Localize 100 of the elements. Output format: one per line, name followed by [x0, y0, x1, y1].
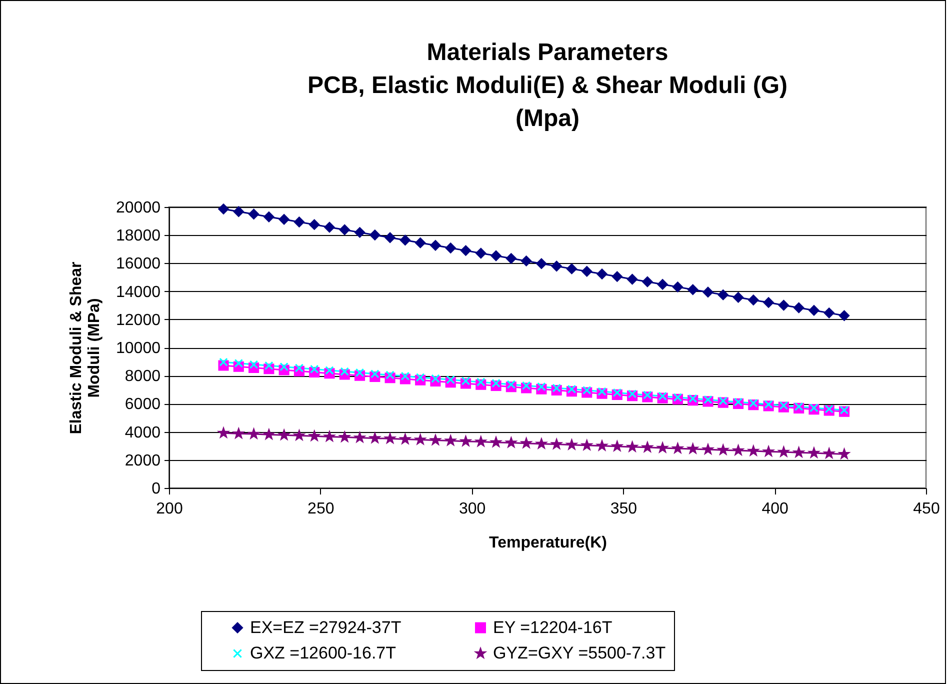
point: [219, 358, 228, 366]
point: [596, 268, 608, 280]
point: [778, 446, 789, 456]
point: [384, 433, 396, 444]
point: [233, 206, 244, 217]
point: [340, 367, 349, 376]
point: [673, 393, 682, 402]
point: [522, 381, 531, 390]
point: [249, 360, 258, 369]
point: [612, 388, 622, 397]
point: [309, 430, 320, 441]
point: [718, 290, 728, 300]
point: [642, 442, 652, 452]
point: [354, 227, 366, 238]
point: [658, 442, 668, 452]
x-tick-label: 250: [308, 500, 334, 518]
point: [506, 437, 516, 448]
point: [355, 368, 364, 378]
point: [386, 370, 394, 380]
y-axis-title: Elastic Moduli & Shear Moduli (MPa): [68, 262, 104, 434]
point: [279, 430, 290, 440]
point: [628, 389, 637, 398]
point: [808, 305, 820, 316]
point: [234, 428, 244, 438]
point: [839, 448, 850, 459]
y-tick-label: 8000: [124, 368, 161, 386]
point: [763, 446, 774, 456]
point: [672, 443, 683, 453]
x-tick-label: 450: [913, 500, 940, 518]
point: [264, 212, 274, 222]
point: [264, 361, 274, 370]
point: [278, 214, 290, 225]
y-tick-label: 6000: [124, 396, 161, 414]
point: [838, 310, 850, 321]
point: [446, 375, 455, 384]
point: [416, 373, 425, 382]
x-axis-title: Temperature(K): [489, 534, 607, 552]
point: [778, 300, 789, 310]
point: [748, 446, 758, 456]
point: [672, 282, 683, 292]
point: [627, 274, 638, 284]
point: [400, 434, 410, 444]
point: [824, 308, 834, 318]
point: [763, 297, 774, 308]
point: [824, 448, 834, 458]
point: [445, 242, 456, 254]
point: [566, 264, 577, 274]
point: [218, 204, 229, 214]
point: [582, 440, 592, 450]
point: [764, 400, 773, 409]
point: [370, 230, 380, 240]
point: [688, 284, 698, 295]
point: [702, 444, 714, 454]
point: [733, 445, 744, 455]
point: [552, 384, 561, 392]
point: [384, 232, 396, 243]
y-tick-label: 0: [152, 480, 161, 498]
point: [536, 258, 547, 269]
point: [702, 286, 714, 298]
point: [248, 428, 259, 438]
point: [340, 432, 350, 442]
point: [794, 447, 804, 458]
y-tick-label: 12000: [116, 312, 161, 329]
point: [264, 429, 274, 440]
point: [294, 364, 304, 372]
point: [732, 292, 744, 303]
point: [430, 434, 441, 445]
y-tick-label: 10000: [116, 340, 161, 357]
point: [824, 404, 834, 414]
point: [370, 370, 380, 378]
point: [460, 436, 471, 446]
point: [400, 234, 410, 246]
point: [415, 434, 426, 444]
point: [582, 386, 592, 395]
point: [430, 240, 441, 251]
point: [325, 366, 334, 375]
point: [248, 208, 260, 220]
point: [461, 376, 470, 386]
point: [310, 364, 319, 374]
point: [612, 271, 622, 282]
point: [657, 279, 668, 290]
y-tick-label: 18000: [116, 228, 161, 245]
y-tick-label: 2000: [124, 452, 161, 470]
x-tick-label: 300: [458, 500, 486, 518]
point: [718, 444, 728, 454]
point: [446, 436, 456, 446]
point: [490, 250, 502, 262]
point: [415, 238, 426, 248]
x-tick-label: 400: [762, 500, 789, 518]
point: [234, 358, 244, 368]
point: [779, 401, 788, 410]
point: [354, 432, 365, 442]
x-tick-label: 350: [610, 500, 638, 518]
point: [294, 216, 304, 228]
point: [476, 436, 486, 446]
legend-label: GXZ =12600-16.7T: [250, 644, 396, 662]
point: [748, 294, 759, 306]
point: [688, 394, 698, 403]
point: [734, 398, 743, 406]
point: [598, 387, 606, 396]
